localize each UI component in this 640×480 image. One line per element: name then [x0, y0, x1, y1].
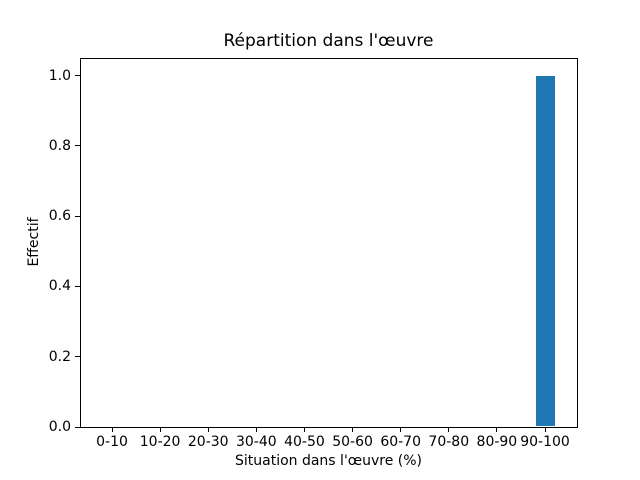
- y-tick-mark: [75, 75, 80, 77]
- y-tick-label: 0.2: [48, 348, 71, 365]
- x-tick-mark: [544, 427, 546, 432]
- x-tick-mark: [448, 427, 450, 432]
- x-tick-mark: [352, 427, 354, 432]
- y-tick-mark: [75, 356, 80, 358]
- x-tick-label: 80-90: [476, 434, 518, 450]
- y-tick-label: 0.8: [48, 137, 71, 154]
- y-tick-label: 0.6: [48, 208, 71, 225]
- x-axis-label: Situation dans l'œuvre (%): [234, 453, 423, 469]
- x-tick-label: 60-70: [380, 434, 421, 450]
- x-tick-label: 70-80: [428, 434, 470, 450]
- x-tick-label: 20-30: [187, 434, 229, 450]
- x-tick-mark: [159, 427, 161, 432]
- x-tick-label: 90-100: [520, 434, 570, 450]
- chart-title: Répartition dans l'œuvre: [223, 31, 434, 51]
- y-axis-label: Effectif: [26, 217, 42, 267]
- x-tick-label: 50-60: [332, 434, 373, 450]
- y-tick-label: 0.0: [48, 419, 71, 435]
- x-tick-mark: [303, 427, 305, 432]
- x-tick-label: 30-40: [235, 434, 277, 450]
- y-tick-label: 1.0: [48, 67, 71, 84]
- x-tick-mark: [207, 427, 209, 432]
- x-tick-label: 0-10: [96, 434, 128, 450]
- x-tick-label: 10-20: [139, 434, 181, 450]
- x-tick-label: 40-50: [284, 434, 325, 450]
- bar-90-100: [535, 75, 555, 426]
- y-tick-mark: [75, 426, 80, 428]
- y-tick-label: 0.4: [48, 278, 71, 295]
- plot-area: [80, 58, 578, 428]
- y-tick-mark: [75, 145, 80, 147]
- y-tick-mark: [75, 215, 80, 217]
- x-tick-mark: [496, 427, 498, 432]
- x-tick-mark: [111, 427, 113, 432]
- x-tick-mark: [255, 427, 257, 432]
- x-tick-mark: [400, 427, 402, 432]
- y-tick-mark: [75, 285, 80, 287]
